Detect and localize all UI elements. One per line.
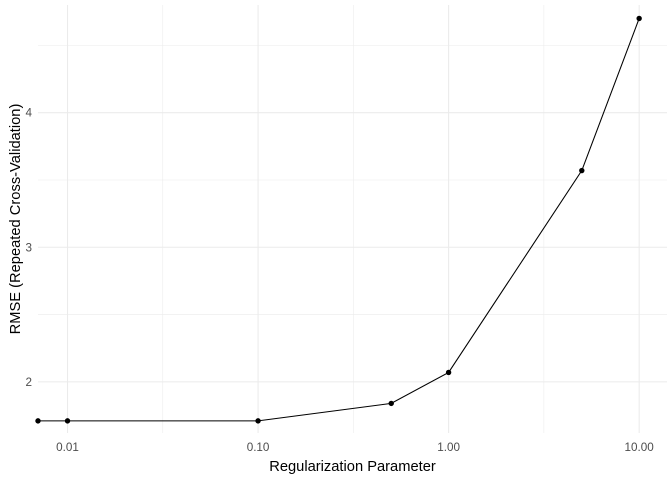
- y-axis-title: RMSE (Repeated Cross-Validation): [8, 104, 24, 335]
- x-axis-title: Regularization Parameter: [269, 459, 436, 475]
- data-point: [445, 369, 452, 376]
- tick-layer: 0.01 0.10 1.00 10.00 2 3 4: [25, 107, 654, 454]
- y-tick-label: 2: [25, 376, 32, 389]
- rmse-series-line: [38, 18, 640, 422]
- x-tick-label: 1.00: [437, 441, 460, 454]
- x-tick-label: 0.01: [56, 441, 79, 454]
- x-tick-label: 0.10: [247, 441, 270, 454]
- data-point: [255, 418, 261, 424]
- y-tick-label: 4: [25, 107, 32, 120]
- data-point: [64, 418, 71, 424]
- grid-layer: [38, 5, 667, 433]
- series-layer: [35, 15, 642, 424]
- data-point: [579, 167, 585, 174]
- y-tick-label: 3: [25, 241, 32, 254]
- data-point: [35, 418, 41, 424]
- x-tick-label: 10.00: [625, 441, 655, 454]
- data-point: [636, 15, 642, 22]
- data-point: [388, 400, 394, 407]
